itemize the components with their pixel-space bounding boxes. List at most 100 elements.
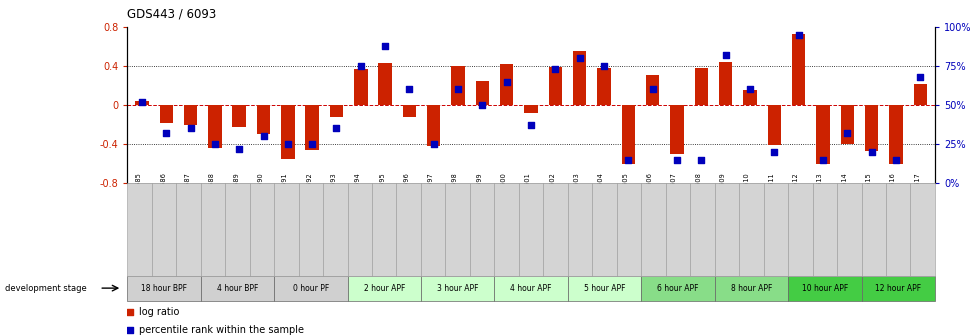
Point xyxy=(231,146,246,152)
Bar xyxy=(645,75,659,105)
Point xyxy=(134,99,150,104)
Bar xyxy=(421,276,494,301)
Point xyxy=(343,96,359,102)
Text: GSM4614: GSM4614 xyxy=(840,172,847,204)
Bar xyxy=(354,69,367,105)
Bar xyxy=(402,105,416,117)
Text: GSM4593: GSM4593 xyxy=(331,172,336,204)
Text: GSM4589: GSM4589 xyxy=(233,172,239,204)
Text: GSM4585: GSM4585 xyxy=(136,172,142,204)
Bar xyxy=(791,34,805,105)
Bar xyxy=(347,276,421,301)
Point xyxy=(522,123,538,128)
Text: GSM4603: GSM4603 xyxy=(573,172,579,204)
Bar xyxy=(597,68,610,105)
Bar xyxy=(641,276,714,301)
Text: GSM4610: GSM4610 xyxy=(743,172,749,204)
Bar xyxy=(787,276,861,301)
Text: GSM4606: GSM4606 xyxy=(646,172,652,204)
Text: 5 hour APF: 5 hour APF xyxy=(583,284,625,293)
Bar xyxy=(714,276,787,301)
Text: development stage: development stage xyxy=(5,284,87,293)
Text: GSM4617: GSM4617 xyxy=(913,172,919,204)
Text: GSM4611: GSM4611 xyxy=(768,172,774,204)
Point xyxy=(401,87,417,92)
Bar xyxy=(840,105,853,144)
Point xyxy=(911,74,927,80)
Bar xyxy=(256,105,270,134)
Point xyxy=(717,52,733,58)
Point xyxy=(645,87,660,92)
Text: GSM4602: GSM4602 xyxy=(549,172,555,204)
Text: GSM4615: GSM4615 xyxy=(865,172,870,204)
Bar xyxy=(524,105,537,113)
Bar xyxy=(451,66,465,105)
Bar xyxy=(500,64,512,105)
Bar xyxy=(274,276,347,301)
Text: 12 hour APF: 12 hour APF xyxy=(874,284,920,293)
Bar xyxy=(861,276,934,301)
Text: 18 hour BPF: 18 hour BPF xyxy=(141,284,187,293)
Bar xyxy=(694,68,707,105)
Point xyxy=(547,67,562,72)
Text: GSM4596: GSM4596 xyxy=(403,172,409,204)
Point xyxy=(425,141,441,147)
Bar xyxy=(135,101,149,105)
Text: GSM4591: GSM4591 xyxy=(282,172,288,204)
Bar xyxy=(200,276,274,301)
Bar xyxy=(767,105,780,145)
Bar xyxy=(426,105,440,146)
Text: GSM4604: GSM4604 xyxy=(598,172,603,204)
Bar xyxy=(378,63,391,105)
Point xyxy=(815,157,830,162)
Point xyxy=(887,157,903,162)
Text: GSM4612: GSM4612 xyxy=(792,172,798,204)
Text: 3 hour APF: 3 hour APF xyxy=(436,284,478,293)
Point xyxy=(255,133,271,139)
Point xyxy=(741,87,757,92)
Text: GSM4587: GSM4587 xyxy=(184,172,191,204)
Point xyxy=(839,130,855,136)
Bar xyxy=(208,105,221,148)
Bar xyxy=(572,51,586,105)
Bar xyxy=(232,105,245,127)
Point xyxy=(692,157,708,162)
Point xyxy=(206,141,222,147)
Point xyxy=(377,43,392,48)
Point xyxy=(571,55,587,61)
Point xyxy=(474,102,490,108)
Text: GSM4607: GSM4607 xyxy=(670,172,677,204)
Bar xyxy=(305,105,319,150)
Text: GSM4598: GSM4598 xyxy=(452,172,458,204)
Text: GSM4586: GSM4586 xyxy=(160,172,166,204)
Text: GSM4590: GSM4590 xyxy=(257,172,263,204)
Bar xyxy=(912,84,926,105)
Bar xyxy=(742,90,756,105)
Text: 4 hour APF: 4 hour APF xyxy=(510,284,552,293)
Bar xyxy=(670,105,683,154)
Text: GSM4600: GSM4600 xyxy=(501,172,507,204)
Text: GSM4601: GSM4601 xyxy=(524,172,530,204)
Text: GSM4616: GSM4616 xyxy=(889,172,895,204)
Bar xyxy=(718,62,732,105)
Point xyxy=(790,32,806,37)
Point xyxy=(620,157,636,162)
Point xyxy=(766,149,781,155)
Bar xyxy=(888,105,902,164)
Point xyxy=(183,126,199,131)
Text: GSM4594: GSM4594 xyxy=(354,172,361,204)
Point xyxy=(329,126,344,131)
Text: GSM4608: GSM4608 xyxy=(694,172,700,204)
Text: percentile rank within the sample: percentile rank within the sample xyxy=(139,325,304,335)
Point xyxy=(304,141,320,147)
Text: GSM4599: GSM4599 xyxy=(476,172,482,204)
Point xyxy=(158,130,174,136)
Point xyxy=(450,87,466,92)
Bar xyxy=(494,276,567,301)
Bar xyxy=(159,105,173,123)
Point xyxy=(863,149,878,155)
Text: GSM4595: GSM4595 xyxy=(378,172,384,204)
Bar xyxy=(549,67,561,105)
Point xyxy=(596,63,611,69)
Text: GSM4597: GSM4597 xyxy=(427,172,433,204)
